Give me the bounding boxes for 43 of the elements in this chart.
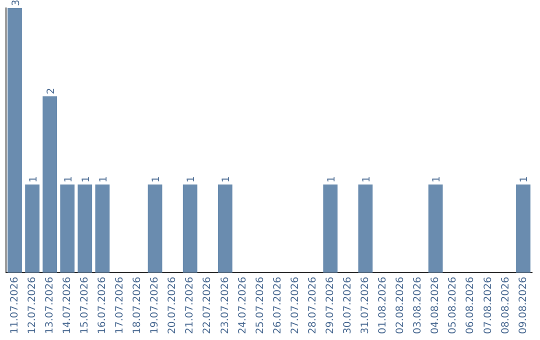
data-label: 1 (432, 176, 443, 182)
data-label: 1 (361, 176, 372, 182)
data-label: 3 (10, 0, 22, 6)
x-tick-label: 25.07.2026 (254, 276, 266, 334)
x-tick-label: 05.08.2026 (448, 276, 459, 334)
data-label: 2 (46, 88, 57, 94)
x-tick-label: 11.07.2026 (9, 276, 20, 334)
data-label: 1 (28, 176, 40, 182)
x-tick-label: 09.08.2026 (518, 276, 529, 334)
x-tick-label: 16.07.2026 (97, 276, 108, 334)
x-tick-label: 24.07.2026 (237, 276, 248, 334)
x-tick-label: 06.08.2026 (465, 276, 476, 334)
x-tick-label: 26.07.2026 (272, 276, 284, 334)
x-tick-label: 15.07.2026 (79, 276, 90, 334)
x-tick-label: 03.08.2026 (412, 276, 424, 334)
x-tick-label: 23.07.2026 (220, 276, 231, 334)
x-tick-label: 18.07.2026 (132, 276, 144, 334)
x-tick-label: 08.08.2026 (500, 276, 512, 334)
x-tick-label: 30.07.2026 (342, 276, 354, 334)
x-tick-label: 20.07.2026 (167, 276, 178, 334)
x-tick-label: 14.07.2026 (62, 276, 73, 334)
x-tick-label: 22.07.2026 (202, 276, 214, 334)
x-tick-label: 19.07.2026 (150, 276, 161, 334)
data-label: 1 (151, 176, 162, 182)
x-tick-label: 02.08.2026 (395, 276, 406, 334)
x-tick-label: 21.07.2026 (184, 276, 196, 334)
x-tick-label: 01.08.2026 (378, 276, 389, 334)
x-tick-label: 28.07.2026 (307, 276, 318, 334)
x-tick-label: 12.07.2026 (26, 276, 38, 334)
data-label: 1 (519, 176, 530, 182)
data-label: 1 (63, 176, 74, 182)
x-tick-label: 17.07.2026 (114, 276, 126, 334)
x-tick-label: 29.07.2026 (324, 276, 336, 334)
x-tick-label: 27.07.2026 (290, 276, 301, 334)
x-tick-label: 04.08.2026 (430, 276, 442, 334)
data-label: 1 (80, 176, 92, 182)
x-tick-label: 31.07.2026 (360, 276, 372, 334)
data-label: 1 (186, 176, 198, 182)
data-label: 1 (326, 176, 338, 182)
x-tick-label: 13.07.2026 (44, 276, 56, 334)
x-tick-label: 07.08.2026 (482, 276, 494, 334)
data-label: 1 (221, 176, 232, 182)
data-label: 1 (98, 176, 110, 182)
